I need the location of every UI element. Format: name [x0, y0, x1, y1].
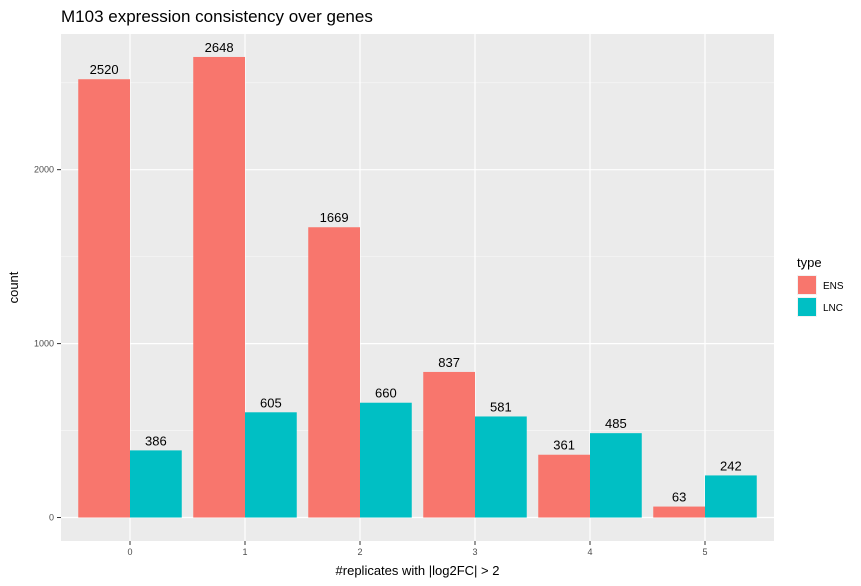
bar-ens [423, 371, 475, 518]
data-label: 485 [605, 416, 627, 431]
data-label: 605 [260, 395, 282, 410]
legend-swatch-lnc [798, 298, 816, 316]
x-tick-label: 2 [357, 547, 362, 557]
legend-swatch-ens [798, 276, 816, 294]
data-label: 660 [375, 386, 397, 401]
x-axis: 0 1 2 3 4 5 [127, 541, 708, 557]
bar-lnc [245, 412, 297, 518]
data-label: 63 [672, 490, 686, 505]
x-axis-title: #replicates with |log2FC| > 2 [336, 563, 500, 578]
bar-lnc [590, 433, 642, 518]
y-tick-label: 2000 [34, 165, 54, 175]
x-tick-label: 1 [242, 547, 247, 557]
bar-lnc [475, 416, 527, 518]
bar-lnc [130, 450, 182, 518]
y-axis-title: count [6, 271, 21, 303]
data-label: 2520 [90, 62, 119, 77]
x-tick-label: 3 [472, 547, 477, 557]
data-label: 837 [438, 355, 460, 370]
legend-label: LNC [823, 303, 843, 314]
x-tick-label: 4 [587, 547, 592, 557]
bar-ens [78, 79, 130, 518]
bar-ens [308, 227, 360, 518]
bars [78, 56, 757, 518]
chart-title: M103 expression consistency over genes [61, 7, 373, 26]
data-label: 1669 [320, 210, 349, 225]
legend-title: type [797, 255, 822, 270]
y-axis: 0 1000 2000 [34, 165, 61, 523]
bar-ens [193, 56, 245, 518]
data-label: 386 [145, 433, 167, 448]
x-tick-label: 0 [127, 547, 132, 557]
bar-lnc [705, 475, 757, 518]
data-label: 361 [553, 438, 575, 453]
legend-label: ENS [823, 281, 844, 292]
minor-gridlines [61, 82, 774, 431]
data-label: 242 [720, 458, 742, 473]
data-label: 581 [490, 399, 512, 414]
y-tick-label: 1000 [34, 339, 54, 349]
legend: type ENS LNC [797, 255, 844, 317]
y-tick-label: 0 [49, 513, 54, 523]
x-tick-label: 5 [702, 547, 707, 557]
bar-ens [653, 506, 705, 518]
bar-lnc [360, 402, 412, 518]
data-labels: 2520 2648 1669 837 361 63 386 605 660 581 485 242 [90, 40, 742, 505]
bar-ens [538, 454, 590, 518]
data-label: 2648 [205, 40, 234, 55]
